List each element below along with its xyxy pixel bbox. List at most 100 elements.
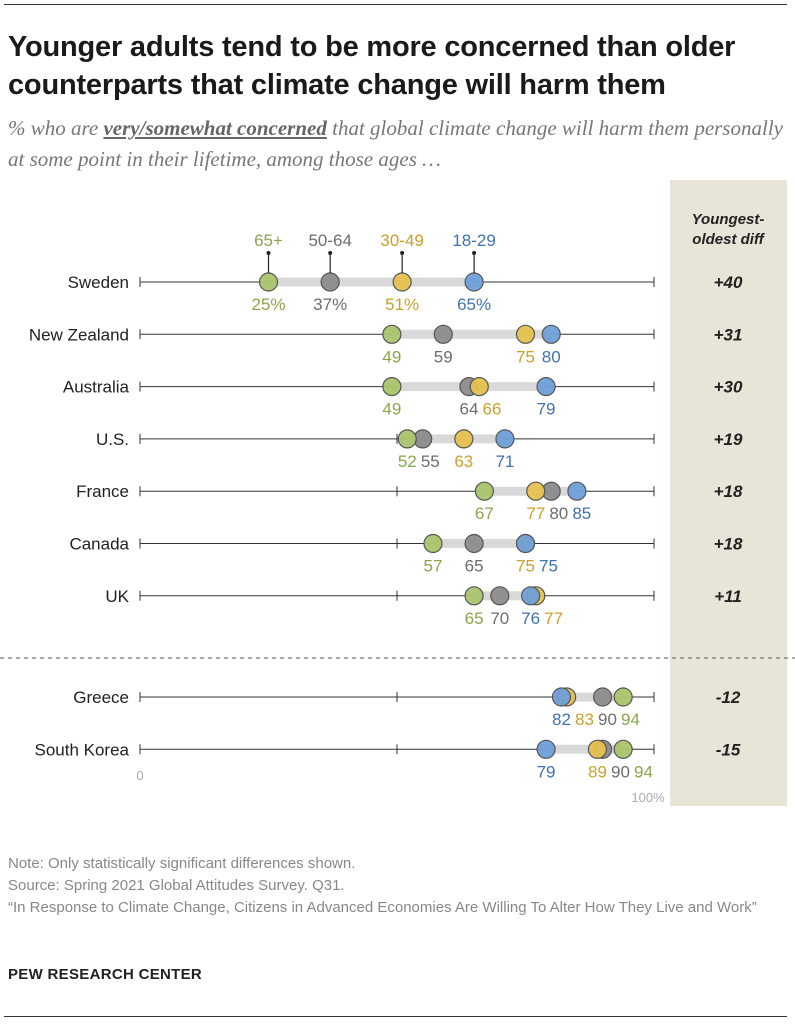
dot-new-zealand-65+ [382, 324, 402, 344]
value-label-greece-30-49: 83 [575, 710, 594, 729]
diff-header-line2: oldest diff [692, 231, 765, 248]
diff-value-sweden: +40 [714, 273, 743, 292]
value-label-uk-30-49: 77 [544, 609, 563, 628]
value-label-new-zealand-30-49: 75 [516, 347, 535, 366]
pew-logo-text: PEW RESEARCH CENTER [8, 966, 203, 983]
value-label-sweden-30-49: 51% [385, 295, 419, 314]
dot-new-zealand-18-29 [541, 324, 561, 344]
dot-australia-65+ [382, 377, 402, 397]
value-label-greece-65+: 94 [621, 710, 640, 729]
value-label-france-65+: 67 [475, 504, 494, 523]
dot-uk-65+ [464, 586, 484, 606]
dot-france-30-49 [526, 481, 546, 501]
value-label-sweden-65+: 25% [251, 295, 285, 314]
dot-south-korea-65+ [613, 739, 633, 759]
value-label-canada-65+: 57 [424, 557, 443, 576]
value-label-uk-65+: 65 [465, 609, 484, 628]
value-label-france-50-64: 80 [549, 504, 568, 523]
dot-u-s--18-29 [495, 429, 515, 449]
dot-uk-18-29 [521, 586, 541, 606]
value-label-canada-30-49: 75 [516, 557, 535, 576]
country-label-uk: UK [105, 587, 129, 606]
dot-new-zealand-50-64 [433, 324, 453, 344]
report-title: “In Response to Climate Change, Citizens… [8, 899, 757, 916]
diff-value-canada: +18 [714, 535, 743, 554]
axis-min-label: 0 [136, 768, 143, 783]
value-label-south-korea-18-29: 79 [537, 762, 556, 781]
dot-south-korea-18-29 [536, 739, 556, 759]
source-text: Source: Spring 2021 Global Attitudes Sur… [8, 877, 345, 894]
value-label-australia-18-29: 79 [537, 400, 556, 419]
value-label-uk-50-64: 70 [490, 609, 509, 628]
diff-value-australia: +30 [714, 378, 743, 397]
bottom-rule [4, 1016, 787, 1017]
diff-value-u-s-: +19 [714, 430, 743, 449]
country-label-greece: Greece [73, 688, 129, 707]
dot-france-65+ [474, 481, 494, 501]
legend-connector-dot-50-64 [328, 251, 333, 255]
diff-header-line1: Youngest- [692, 211, 765, 228]
dot-australia-18-29 [536, 377, 556, 397]
legend-label-30-49: 30-49 [380, 231, 423, 250]
value-label-australia-50-64: 64 [459, 400, 478, 419]
value-label-australia-65+: 49 [382, 400, 401, 419]
dot-south-korea-30-49 [587, 739, 608, 759]
value-label-uk-18-29: 76 [521, 609, 540, 628]
legend-label-18-29: 18-29 [452, 231, 495, 250]
legend-label-50-64: 50-64 [308, 231, 351, 250]
value-label-u-s--50-64: 55 [421, 452, 440, 471]
subtitle-prefix: % who are [8, 116, 104, 140]
diff-value-uk: +11 [714, 587, 742, 606]
legend-label-65+: 65+ [254, 231, 283, 250]
dot-new-zealand-30-49 [515, 324, 536, 344]
value-label-france-18-29: 85 [572, 504, 591, 523]
value-label-sweden-18-29: 65% [457, 295, 491, 314]
value-label-south-korea-65+: 94 [634, 762, 653, 781]
note-text: Note: Only statistically significant dif… [8, 855, 356, 872]
value-label-new-zealand-50-64: 59 [434, 347, 453, 366]
diff-value-france: +18 [714, 482, 743, 501]
axis-max-label: 100% [631, 790, 665, 805]
dot-u-s--30-49 [454, 429, 474, 449]
chart-title: Younger adults tend to be more concerned… [8, 31, 736, 101]
dot-canada-65+ [423, 533, 443, 554]
dot-u-s--65+ [397, 429, 417, 449]
dot-canada-18-29 [515, 533, 536, 554]
country-label-u-s-: U.S. [96, 430, 129, 449]
value-label-u-s--18-29: 71 [495, 452, 514, 471]
subtitle-emphasis: very/somewhat concerned [103, 116, 327, 140]
value-label-australia-30-49: 66 [482, 400, 501, 419]
dot-canada-50-64 [464, 533, 484, 554]
dot-sweden-30-49 [392, 272, 412, 292]
country-label-sweden: Sweden [68, 273, 129, 292]
diff-value-new-zealand: +31 [714, 325, 743, 344]
dot-plot-chart: Youngest-oldest diff Sweden 25% 37% 51% 65% +4… [0, 180, 795, 806]
value-label-u-s--30-49: 63 [454, 452, 473, 471]
subtitle-suffix: that global climate change will harm the… [8, 116, 783, 171]
value-label-greece-50-64: 90 [598, 710, 617, 729]
diff-value-south-korea: -15 [716, 740, 741, 759]
diff-column-background [670, 180, 787, 806]
legend-connector-dot-65+ [266, 251, 271, 255]
diff-value-greece: -12 [716, 688, 741, 707]
value-label-canada-18-29: 75 [539, 557, 558, 576]
top-rule [4, 4, 787, 5]
value-label-u-s--65+: 52 [398, 452, 417, 471]
country-label-new-zealand: New Zealand [29, 325, 129, 344]
legend-connector-dot-30-49 [400, 251, 405, 255]
value-label-south-korea-30-49: 89 [588, 762, 607, 781]
dot-greece-50-64 [592, 687, 613, 707]
country-label-australia: Australia [63, 378, 130, 397]
footnotes: Note: Only statistically significant dif… [8, 853, 788, 919]
dot-greece-18-29 [551, 687, 572, 707]
dot-greece-65+ [613, 687, 633, 707]
value-label-canada-50-64: 65 [465, 557, 484, 576]
value-label-france-30-49: 77 [526, 504, 545, 523]
country-label-canada: Canada [69, 535, 129, 554]
legend-connector-dot-18-29 [472, 251, 477, 255]
dot-sweden-65+ [258, 272, 279, 292]
dot-france-18-29 [567, 481, 587, 501]
country-label-south-korea: South Korea [34, 740, 129, 759]
dot-sweden-50-64 [320, 272, 340, 292]
chart-subtitle: % who are very/somewhat concerned that g… [8, 113, 788, 175]
